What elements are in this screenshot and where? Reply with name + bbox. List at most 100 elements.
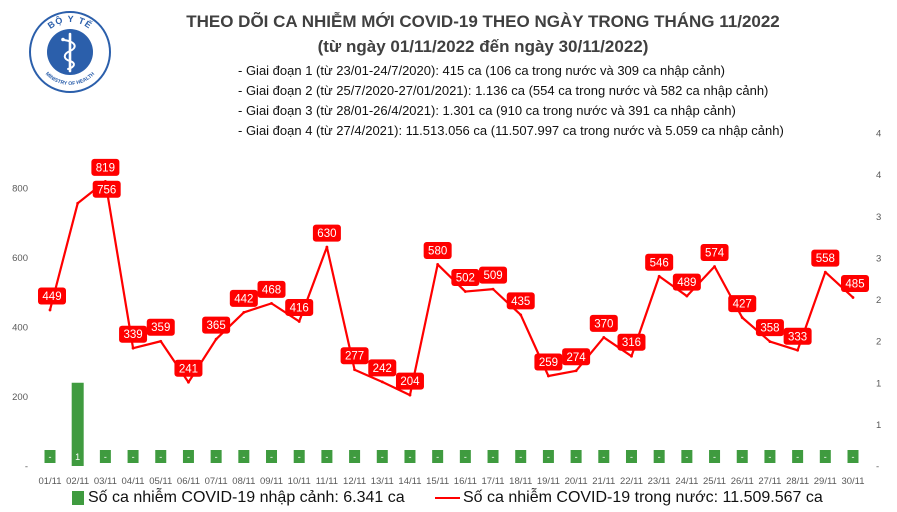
domestic-label-20-11: 274 — [562, 348, 591, 366]
domestic-label-11-11: 630 — [312, 224, 341, 242]
domestic-label-box — [811, 249, 840, 267]
import-label-box — [210, 450, 222, 463]
domestic-label-box — [589, 314, 618, 332]
domestic-label-box — [229, 289, 258, 307]
import-label-27-11: - — [764, 450, 776, 463]
domestic-point-26-11 — [740, 316, 744, 320]
domestic-label-06-11: 241 — [174, 359, 203, 377]
domestic-label-text: 241 — [179, 363, 198, 375]
import-label-box — [764, 450, 776, 463]
domestic-point-07-11 — [214, 337, 218, 341]
import-label-text: - — [602, 452, 605, 462]
right-axis-tick-label: 1 — [876, 420, 881, 431]
domestic-label-box — [202, 316, 231, 334]
import-label-text: - — [215, 452, 218, 462]
import-label-box — [515, 450, 527, 463]
x-tick-label-14-11: 14/11 — [398, 476, 421, 487]
import-label-box — [266, 450, 278, 463]
right-axis-tick-label: 4 — [876, 129, 881, 140]
x-tick-label-03-11: 03/11 — [94, 476, 117, 487]
import-label-box — [570, 450, 582, 463]
domestic-label-text: 546 — [650, 257, 669, 269]
domestic-label-text: 365 — [207, 320, 226, 332]
chart-title: THEO DÕI CA NHIỄM MỚI COVID-19 THEO NGÀY… — [186, 12, 780, 31]
import-label-text: - — [270, 452, 273, 462]
domestic-label-box — [38, 287, 66, 305]
import-label-21-11: - — [598, 450, 610, 463]
import-label-box — [625, 450, 637, 463]
import-label-15-11: - — [432, 450, 444, 463]
x-tick-label-18-11: 18/11 — [509, 476, 532, 487]
domestic-point-14-11 — [408, 393, 412, 397]
import-label-text: - — [104, 452, 107, 462]
domestic-label-text: 274 — [567, 352, 587, 364]
domestic-label-text: 449 — [42, 291, 61, 303]
domestic-label-text: 333 — [788, 331, 807, 343]
domestic-label-01-11: 449 — [38, 287, 66, 305]
x-tick-label-28-11: 28/11 — [786, 476, 809, 487]
left-axis-tick-label: 200 — [12, 392, 28, 403]
import-label-box — [404, 450, 416, 463]
phase-2-note: - Giai đoạn 2 (từ 25/7/2020-27/01/2021):… — [238, 83, 769, 98]
right-axis-tick-label: 4 — [876, 170, 881, 181]
import-label-box — [681, 450, 693, 463]
domestic-label-box — [91, 158, 120, 176]
x-tick-label-25-11: 25/11 — [703, 476, 726, 487]
x-tick-label-04-11: 04/11 — [122, 476, 145, 487]
chart-subtitle: (từ ngày 01/11/2022 đến ngày 30/11/2022) — [317, 37, 649, 56]
x-tick-label-20-11: 20/11 — [565, 476, 588, 487]
domestic-point-01-11 — [48, 308, 52, 312]
domestic-label-box — [728, 295, 757, 313]
domestic-label-text: 485 — [845, 278, 864, 290]
domestic-point-24-11 — [685, 294, 689, 298]
import-cases-bars — [71, 382, 84, 466]
domestic-point-12-11 — [353, 368, 356, 372]
x-tick-label-10-11: 10/11 — [288, 476, 311, 487]
domestic-label-08-11: 442 — [229, 289, 258, 307]
domestic-point-09-11 — [270, 301, 273, 305]
domestic-label-03-11: 819 — [91, 158, 120, 176]
domestic-label-text: 442 — [234, 293, 253, 305]
import-label-text: - — [741, 452, 744, 462]
domestic-label-box — [395, 372, 424, 390]
x-tick-label-05-11: 05/11 — [149, 476, 172, 487]
import-label-text: - — [658, 452, 661, 462]
domestic-point-21-11 — [602, 336, 606, 339]
domestic-point-30-11 — [851, 296, 855, 299]
domestic-point-23-11 — [657, 274, 661, 278]
import-label-text: - — [824, 452, 827, 462]
domestic-label-text: 370 — [594, 318, 613, 330]
import-label-box — [487, 450, 499, 463]
import-label-text: - — [547, 452, 550, 462]
domestic-label-10-11: 416 — [285, 298, 314, 316]
domestic-point-18-11 — [519, 313, 523, 317]
domestic-label-28-11: 333 — [783, 327, 812, 345]
domestic-label-19-11: 259 — [534, 353, 563, 371]
domestic-label-text: 580 — [428, 245, 447, 257]
domestic-label-30-11: 485 — [841, 274, 869, 292]
domestic-label-05-11: 359 — [146, 318, 175, 336]
import-label-text: - — [768, 452, 771, 462]
import-label-text: - — [519, 452, 522, 462]
phase-3-note: - Giai đoạn 3 (từ 28/01-26/4/2021): 1.30… — [238, 103, 736, 118]
domestic-point-05-11 — [159, 339, 163, 343]
domestic-cases-labels: 449 756 819 339 359 241 365 442 468 416 630 277 242 2… — [38, 158, 869, 390]
domestic-label-box — [645, 253, 674, 271]
import-label-20-11: - — [570, 450, 582, 463]
domestic-label-text: 259 — [539, 357, 558, 369]
domestic-label-box — [340, 347, 369, 365]
domestic-label-box — [285, 298, 314, 316]
import-label-box — [293, 450, 305, 463]
x-tick-label-29-11: 29/11 — [814, 476, 837, 487]
import-label-text: - — [242, 452, 245, 462]
legend-item-domestic: Số ca nhiễm COVID-19 trong nước: 11.509.… — [435, 488, 823, 508]
domestic-label-04-11: 339 — [119, 325, 148, 343]
import-label-04-11: - — [127, 450, 139, 463]
domestic-label-text: 819 — [96, 162, 115, 174]
legend-item-import: Số ca nhiễm COVID-19 nhập cảnh: 6.341 ca — [72, 488, 405, 508]
domestic-label-text: 416 — [290, 302, 309, 314]
domestic-label-box — [257, 280, 286, 298]
import-label-02-11: 1 — [72, 450, 84, 463]
import-label-18-11: - — [515, 450, 527, 463]
import-label-box — [127, 450, 139, 463]
